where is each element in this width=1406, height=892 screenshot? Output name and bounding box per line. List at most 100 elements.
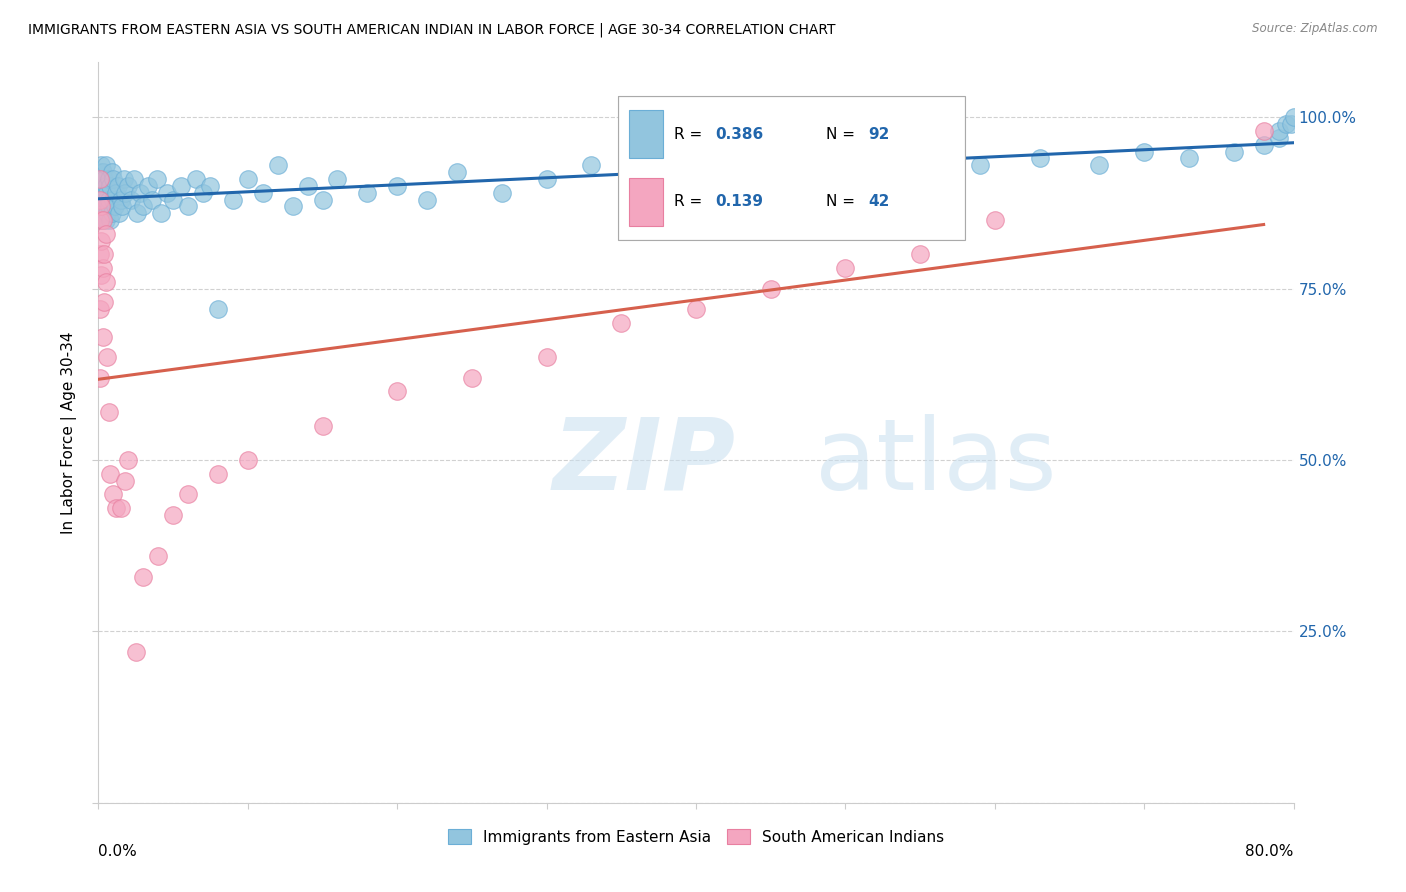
Point <box>311 193 333 207</box>
Point <box>97 172 120 186</box>
Point <box>908 247 931 261</box>
Point <box>94 193 117 207</box>
Point <box>117 453 139 467</box>
Point <box>90 268 112 282</box>
Point <box>129 186 152 200</box>
Point <box>145 172 167 186</box>
Point <box>177 199 200 213</box>
Point <box>94 178 117 193</box>
Point <box>94 213 117 227</box>
Point <box>111 199 134 213</box>
Legend: Immigrants from Eastern Asia, South American Indians: Immigrants from Eastern Asia, South Amer… <box>441 822 950 851</box>
Point <box>446 165 468 179</box>
Y-axis label: In Labor Force | Age 30-34: In Labor Force | Age 30-34 <box>60 331 77 534</box>
Text: IMMIGRANTS FROM EASTERN ASIA VS SOUTH AMERICAN INDIAN IN LABOR FORCE | AGE 30-34: IMMIGRANTS FROM EASTERN ASIA VS SOUTH AM… <box>28 22 835 37</box>
Point <box>94 158 117 172</box>
Point <box>89 178 111 193</box>
Point <box>96 206 118 220</box>
Point <box>127 206 149 220</box>
Point <box>90 199 112 213</box>
Point <box>1028 152 1050 166</box>
Point <box>96 186 118 200</box>
Point <box>117 178 139 193</box>
Point <box>101 165 124 179</box>
Point <box>90 213 112 227</box>
Point <box>461 371 484 385</box>
Point <box>98 213 122 227</box>
Point <box>132 199 155 213</box>
Point <box>416 193 439 207</box>
Point <box>984 213 1007 227</box>
Point <box>97 199 120 213</box>
Point <box>89 165 111 179</box>
Point <box>136 178 159 193</box>
Point <box>110 193 132 207</box>
Point <box>385 384 409 399</box>
Point <box>759 282 782 296</box>
Point <box>105 186 128 200</box>
Point <box>112 172 135 186</box>
Point <box>207 467 229 481</box>
Point <box>610 316 633 330</box>
Point <box>93 186 115 200</box>
Point <box>110 501 132 516</box>
Point <box>267 158 290 172</box>
Point <box>222 193 245 207</box>
Point <box>114 474 136 488</box>
Point <box>1279 117 1302 131</box>
Point <box>491 186 513 200</box>
Point <box>730 165 752 179</box>
Point <box>89 193 111 207</box>
Point <box>685 302 707 317</box>
Point <box>96 350 118 364</box>
Point <box>150 206 173 220</box>
Point <box>297 178 319 193</box>
Point <box>669 172 692 186</box>
Point <box>1178 152 1201 166</box>
Point <box>177 487 200 501</box>
Point <box>908 165 931 179</box>
Point <box>162 508 184 522</box>
Point <box>789 178 811 193</box>
Point <box>132 569 155 583</box>
Point <box>148 549 170 563</box>
Point <box>89 302 111 317</box>
Point <box>89 193 111 207</box>
Point <box>107 178 129 193</box>
Point <box>90 186 112 200</box>
Point <box>104 199 127 213</box>
Point <box>93 295 115 310</box>
Point <box>156 186 179 200</box>
Text: ZIP: ZIP <box>553 414 735 511</box>
Point <box>326 172 349 186</box>
Text: atlas: atlas <box>815 414 1057 511</box>
Point <box>89 206 111 220</box>
Point <box>1088 158 1111 172</box>
Point <box>114 186 136 200</box>
Point <box>90 172 112 186</box>
Point <box>191 186 214 200</box>
Point <box>91 213 114 227</box>
Point <box>98 178 122 193</box>
Point <box>89 213 111 227</box>
Point <box>93 206 115 220</box>
Point <box>94 227 117 241</box>
Point <box>536 172 558 186</box>
Point <box>1275 117 1298 131</box>
Point <box>93 172 115 186</box>
Point <box>105 501 128 516</box>
Point <box>91 213 114 227</box>
Point <box>1253 124 1275 138</box>
Point <box>98 467 122 481</box>
Point <box>1253 137 1275 152</box>
Point <box>91 206 114 220</box>
Point <box>94 275 117 289</box>
Point <box>252 186 274 200</box>
Text: 0.0%: 0.0% <box>98 844 138 858</box>
Point <box>969 158 991 172</box>
Point <box>581 158 603 172</box>
Point <box>91 193 114 207</box>
Point <box>236 453 259 467</box>
Point <box>207 302 229 317</box>
Point <box>93 199 115 213</box>
